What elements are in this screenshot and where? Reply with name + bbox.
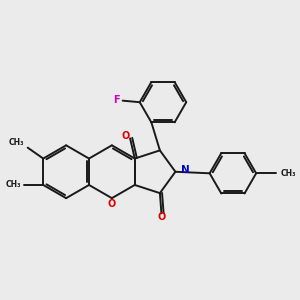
Text: O: O (108, 199, 116, 209)
Text: O: O (121, 131, 130, 141)
Text: CH₃: CH₃ (281, 169, 296, 178)
Text: CH₃: CH₃ (8, 138, 24, 147)
Text: O: O (158, 212, 166, 222)
Text: CH₃: CH₃ (5, 181, 21, 190)
Text: F: F (113, 95, 120, 105)
Text: N: N (181, 165, 190, 175)
